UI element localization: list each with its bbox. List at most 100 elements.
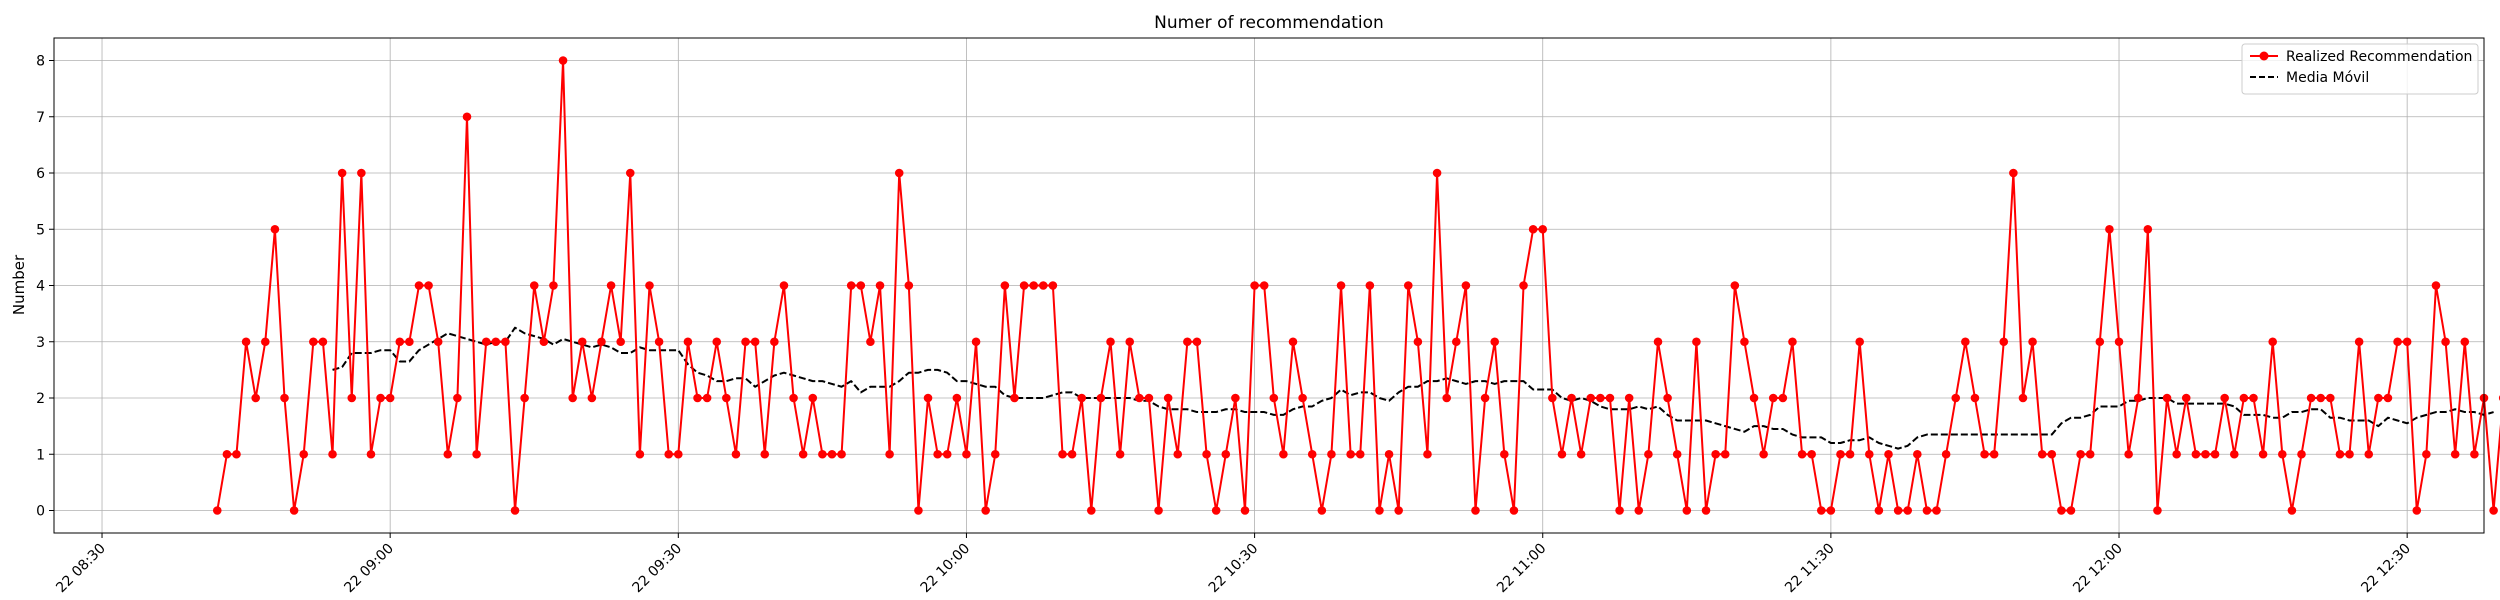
legend-label-moving-average: Media Móvil bbox=[2286, 70, 2369, 86]
data-point bbox=[1500, 449, 1509, 459]
data-point bbox=[2076, 449, 2085, 459]
data-point bbox=[856, 281, 866, 290]
y-tick-label: 4 bbox=[36, 279, 45, 295]
data-point bbox=[1067, 449, 1077, 459]
data-point bbox=[827, 449, 837, 459]
data-point bbox=[808, 393, 818, 403]
data-point bbox=[1173, 449, 1183, 459]
data-point bbox=[1183, 337, 1192, 347]
data-point bbox=[1298, 393, 1307, 403]
data-point bbox=[779, 281, 789, 290]
data-point bbox=[1288, 337, 1298, 347]
data-point bbox=[1451, 337, 1461, 347]
data-point bbox=[2201, 449, 2210, 459]
data-point bbox=[952, 393, 962, 403]
data-point bbox=[405, 337, 414, 347]
data-point bbox=[2229, 449, 2239, 459]
data-point bbox=[481, 337, 491, 347]
data-point bbox=[251, 393, 260, 403]
data-point bbox=[491, 337, 501, 347]
data-point bbox=[962, 449, 971, 459]
data-point bbox=[1615, 506, 1624, 515]
data-point bbox=[2037, 449, 2047, 459]
data-point bbox=[837, 449, 846, 459]
data-point bbox=[539, 337, 549, 347]
data-point bbox=[875, 281, 885, 290]
data-point bbox=[1980, 449, 1989, 459]
data-point bbox=[2018, 393, 2028, 403]
data-point bbox=[2143, 224, 2153, 234]
data-point bbox=[2460, 337, 2470, 347]
data-point bbox=[1442, 393, 1451, 403]
data-point bbox=[1663, 393, 1672, 403]
data-point bbox=[933, 449, 942, 459]
data-point bbox=[2028, 337, 2037, 347]
data-point bbox=[1413, 337, 1423, 347]
data-point bbox=[1711, 449, 1720, 459]
data-point bbox=[1596, 393, 1605, 403]
data-point bbox=[1163, 393, 1173, 403]
data-point bbox=[2316, 393, 2326, 403]
data-point bbox=[261, 337, 270, 347]
data-point bbox=[212, 506, 222, 515]
data-point bbox=[472, 449, 481, 459]
data-point bbox=[981, 506, 990, 515]
data-point bbox=[1932, 506, 1941, 515]
data-point bbox=[1471, 506, 1480, 515]
data-point bbox=[1893, 506, 1903, 515]
data-point bbox=[1307, 449, 1317, 459]
data-point bbox=[280, 393, 289, 403]
data-point bbox=[2057, 506, 2066, 515]
data-point bbox=[1250, 281, 1259, 290]
data-point bbox=[2393, 337, 2402, 347]
data-point bbox=[1192, 337, 1202, 347]
data-point bbox=[2287, 506, 2297, 515]
data-point bbox=[1797, 449, 1807, 459]
data-point bbox=[1989, 449, 1999, 459]
data-point bbox=[2239, 393, 2249, 403]
data-point bbox=[328, 449, 337, 459]
data-point bbox=[366, 449, 376, 459]
data-point bbox=[1740, 337, 1749, 347]
data-point bbox=[1528, 224, 1538, 234]
series-layer bbox=[212, 56, 2500, 515]
data-point bbox=[2066, 506, 2076, 515]
grid bbox=[54, 38, 2484, 533]
data-point bbox=[674, 449, 683, 459]
data-point bbox=[424, 281, 433, 290]
data-point bbox=[1567, 393, 1576, 403]
data-point bbox=[664, 449, 673, 459]
data-point bbox=[222, 449, 232, 459]
data-point bbox=[894, 168, 904, 178]
legend: Realized Recommendation Media Móvil bbox=[2241, 43, 2479, 95]
data-point bbox=[337, 168, 347, 178]
data-point bbox=[2297, 449, 2306, 459]
data-point bbox=[1557, 449, 1567, 459]
data-point bbox=[971, 337, 981, 347]
data-point bbox=[1951, 393, 1961, 403]
data-point bbox=[577, 337, 587, 347]
data-point bbox=[693, 393, 702, 403]
data-point bbox=[2354, 337, 2364, 347]
data-point bbox=[923, 393, 933, 403]
data-point bbox=[1490, 337, 1500, 347]
data-point bbox=[385, 393, 395, 403]
data-point bbox=[1480, 393, 1490, 403]
data-point bbox=[741, 337, 750, 347]
data-point bbox=[2431, 281, 2441, 290]
data-point bbox=[1807, 449, 1816, 459]
data-point bbox=[1038, 281, 1048, 290]
data-point bbox=[1365, 281, 1375, 290]
data-point bbox=[241, 337, 251, 347]
data-point bbox=[798, 449, 808, 459]
data-point bbox=[1884, 449, 1893, 459]
legend-label-realized: Realized Recommendation bbox=[2286, 49, 2472, 65]
data-point bbox=[625, 168, 635, 178]
data-point bbox=[1701, 506, 1711, 515]
data-point bbox=[1548, 393, 1557, 403]
data-point bbox=[1682, 506, 1692, 515]
data-point bbox=[568, 393, 577, 403]
y-tick-label: 6 bbox=[36, 166, 45, 182]
y-tick-label: 8 bbox=[36, 54, 45, 70]
